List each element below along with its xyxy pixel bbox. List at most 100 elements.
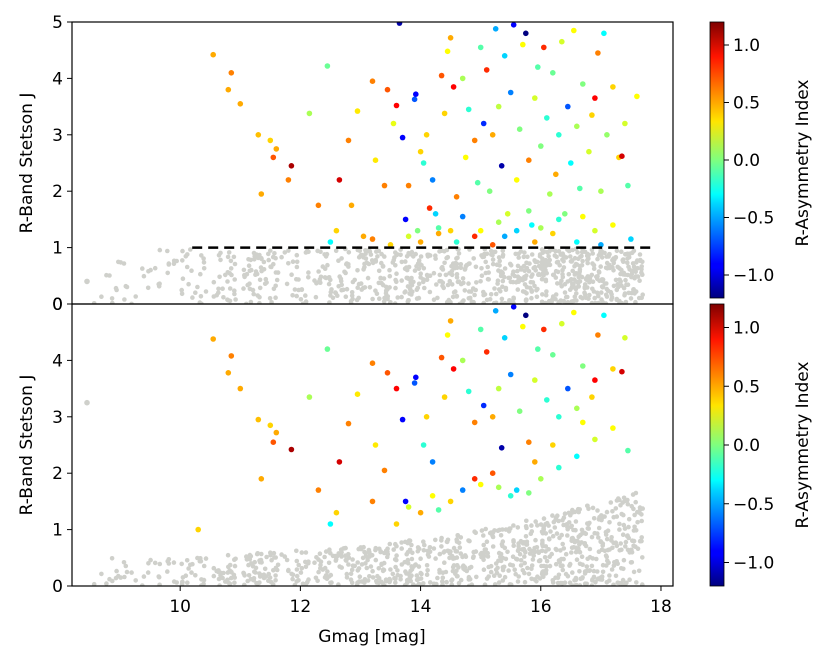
background-point bbox=[454, 293, 460, 299]
background-point bbox=[498, 289, 503, 294]
background-point bbox=[392, 301, 398, 304]
background-point bbox=[600, 543, 605, 548]
background-point bbox=[586, 526, 591, 531]
background-point bbox=[532, 549, 538, 555]
background-point bbox=[484, 576, 490, 581]
background-point bbox=[568, 254, 573, 259]
background-point bbox=[639, 538, 644, 544]
background-point bbox=[328, 289, 334, 295]
colorbar-tick-label: 0.0 bbox=[733, 436, 760, 456]
background-point bbox=[596, 535, 601, 540]
background-point bbox=[226, 250, 232, 255]
background-point bbox=[398, 577, 403, 582]
background-point bbox=[383, 578, 389, 583]
background-point bbox=[500, 539, 506, 544]
background-point bbox=[451, 545, 457, 551]
y-tick-label: 2 bbox=[52, 464, 63, 484]
background-point bbox=[531, 553, 536, 558]
background-point bbox=[507, 275, 513, 281]
background-point bbox=[555, 575, 561, 580]
background-point bbox=[91, 581, 97, 586]
data-point bbox=[465, 106, 472, 113]
data-point bbox=[417, 239, 424, 245]
background-point bbox=[524, 518, 529, 524]
background-point bbox=[560, 257, 565, 262]
background-point bbox=[218, 250, 223, 256]
data-point bbox=[589, 394, 595, 400]
background-point bbox=[534, 288, 539, 293]
background-point bbox=[632, 512, 637, 518]
data-point bbox=[273, 146, 280, 152]
background-point bbox=[520, 568, 526, 573]
background-point bbox=[563, 571, 569, 577]
background-point bbox=[615, 580, 620, 585]
background-point bbox=[437, 272, 443, 278]
background-point bbox=[439, 535, 444, 541]
background-point bbox=[314, 281, 319, 286]
background-point bbox=[590, 556, 595, 561]
background-point bbox=[140, 266, 145, 271]
background-point bbox=[330, 553, 336, 559]
background-point bbox=[493, 561, 499, 566]
background-point bbox=[247, 552, 253, 558]
background-point bbox=[377, 296, 382, 302]
background-point bbox=[544, 564, 549, 569]
background-point bbox=[515, 268, 520, 274]
background-point bbox=[324, 251, 330, 257]
colorbar-tick-label: −1.0 bbox=[733, 266, 774, 286]
background-point bbox=[282, 250, 288, 255]
background-point bbox=[254, 252, 259, 257]
data-point bbox=[541, 44, 547, 51]
background-point bbox=[241, 267, 247, 273]
x-tick-label: 12 bbox=[290, 597, 312, 617]
background-point bbox=[336, 258, 341, 264]
background-point bbox=[484, 539, 490, 544]
colorbar-tick-label: 0.5 bbox=[733, 377, 760, 397]
background-point bbox=[409, 567, 415, 572]
background-point bbox=[634, 260, 639, 265]
background-point bbox=[639, 295, 644, 301]
background-point bbox=[122, 297, 127, 302]
background-point bbox=[225, 254, 231, 260]
background-point bbox=[515, 287, 521, 292]
background-point bbox=[543, 292, 549, 298]
background-point bbox=[381, 276, 387, 281]
background-point bbox=[512, 273, 517, 279]
background-point bbox=[572, 294, 578, 300]
data-point bbox=[258, 191, 265, 197]
background-point bbox=[379, 251, 384, 257]
background-point bbox=[441, 550, 447, 555]
background-point bbox=[393, 250, 398, 255]
data-point bbox=[474, 179, 481, 186]
background-point bbox=[337, 274, 343, 279]
background-point bbox=[404, 275, 410, 281]
background-point bbox=[171, 579, 177, 584]
background-point bbox=[569, 299, 574, 304]
background-point bbox=[490, 544, 496, 549]
background-point bbox=[577, 542, 582, 547]
data-point bbox=[516, 126, 523, 132]
background-point bbox=[381, 560, 387, 566]
background-point bbox=[391, 258, 397, 263]
y-tick-label: 3 bbox=[52, 126, 63, 146]
background-point bbox=[590, 251, 595, 256]
background-point bbox=[376, 248, 382, 254]
background-point bbox=[211, 279, 217, 285]
background-point bbox=[425, 252, 430, 258]
background-point bbox=[395, 295, 401, 300]
data-point bbox=[372, 157, 379, 163]
data-point bbox=[580, 81, 586, 87]
background-point bbox=[629, 560, 635, 565]
background-point bbox=[346, 250, 352, 255]
data-point bbox=[333, 227, 340, 234]
background-point bbox=[469, 299, 475, 304]
background-point bbox=[626, 254, 632, 260]
background-point bbox=[339, 256, 344, 261]
y-tick-label: 1 bbox=[52, 239, 63, 259]
background-point bbox=[193, 573, 198, 578]
background-point bbox=[450, 264, 456, 270]
data-point bbox=[592, 436, 598, 443]
background-point bbox=[473, 264, 479, 270]
data-point bbox=[592, 95, 598, 101]
background-point bbox=[349, 580, 355, 585]
